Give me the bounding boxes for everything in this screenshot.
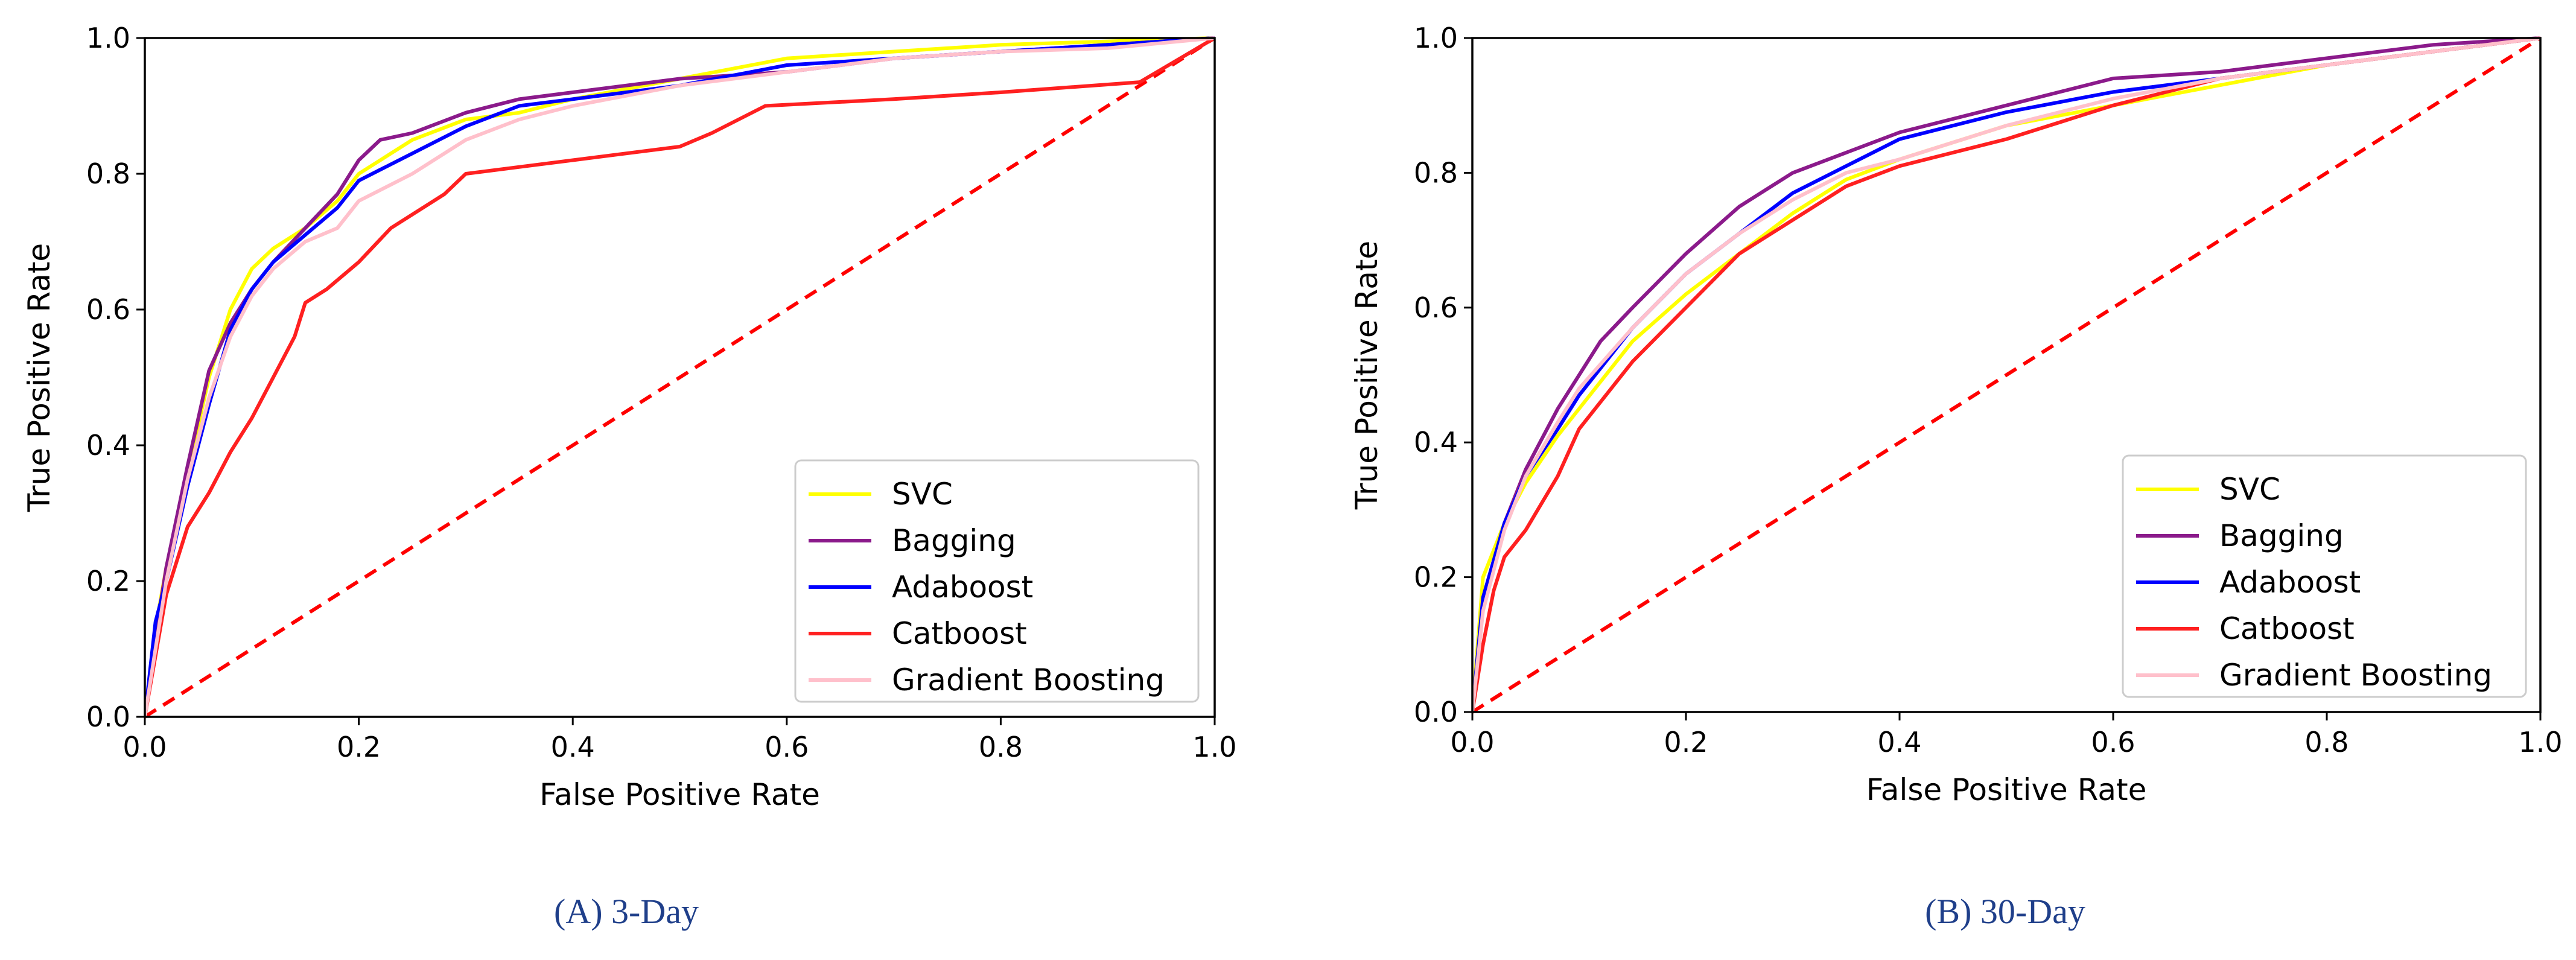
x-tick-label: 0.8 <box>979 731 1023 763</box>
x-tick-label: 0.2 <box>1664 726 1708 758</box>
legend-label-adaboost: Adaboost <box>892 570 1033 605</box>
x-tick-label: 1.0 <box>1192 731 1236 763</box>
axes-frame <box>144 37 1216 718</box>
legend-box <box>794 459 1200 703</box>
x-tick-label: 1.0 <box>2518 726 2562 758</box>
y-tick-label: 0.4 <box>1414 426 1458 459</box>
panel-30-day: 0.0 0.2 0.4 0.6 0.8 1.0 0.0 0.2 0.4 0.6 0.8 1.0 Fals… <box>1349 22 2563 931</box>
series-line-gradient-boosting <box>145 36 1215 717</box>
legend-label-catboost: Catboost <box>892 616 1027 651</box>
legend: SVC Bagging Adaboost Catboost Gradient Boost… <box>2122 454 2527 698</box>
legend-label-catboost: Catboost <box>2219 611 2355 646</box>
y-tick-label: 0.4 <box>86 429 130 462</box>
y-axis-title: True Positive Rate <box>22 243 57 512</box>
y-tick-label: 0.8 <box>1414 156 1458 189</box>
series-line-gradient-boosting <box>1472 36 2541 713</box>
x-tick-label: 0.2 <box>337 731 381 763</box>
x-tick-label: 0.4 <box>551 731 595 763</box>
y-tick-label: 0.6 <box>86 293 130 326</box>
y-tick-label: 0.0 <box>86 701 130 733</box>
x-tick-label: 0.4 <box>1877 726 1921 758</box>
y-tick-label: 0.0 <box>1414 696 1458 728</box>
chance-diagonal-line <box>145 36 1216 719</box>
y-tick-label: 1.0 <box>1414 22 1458 54</box>
y-tick-label: 0.2 <box>86 565 130 597</box>
x-axis-title: False Positive Rate <box>1866 772 2147 807</box>
panel-3-day: 0.0 0.2 0.4 0.6 0.8 1.0 0.0 0.2 0.4 0.6 0.8 1.0 Fals… <box>22 22 1237 931</box>
y-axis-title: True Positive Rate <box>1349 241 1384 510</box>
legend-label-gradient-boosting: Gradient Boosting <box>2219 658 2492 693</box>
x-tick-label: 0.0 <box>122 731 167 763</box>
y-tick-label: 0.8 <box>86 157 130 190</box>
plot-area <box>1472 36 2542 714</box>
chance-diagonal-line <box>1472 36 2542 714</box>
panel-caption: (A) 3-Day <box>554 892 699 931</box>
legend-label-bagging: Bagging <box>892 523 1016 558</box>
axes-frame <box>1471 37 2542 713</box>
legend: SVC Bagging Adaboost Catboost Gradient Boost… <box>794 459 1200 703</box>
panel-caption: (B) 30-Day <box>1925 892 2085 931</box>
y-tick-label: 1.0 <box>86 22 130 54</box>
legend-label-svc: SVC <box>2219 472 2280 507</box>
legend-box <box>2122 454 2527 698</box>
legend-label-adaboost: Adaboost <box>2219 565 2361 600</box>
legend-label-gradient-boosting: Gradient Boosting <box>892 663 1165 698</box>
x-tick-label: 0.0 <box>1450 726 1494 758</box>
x-tick-label: 0.6 <box>2091 726 2135 758</box>
x-axis-title: False Positive Rate <box>539 777 820 812</box>
legend-label-bagging: Bagging <box>2219 518 2344 553</box>
x-tick-label: 0.8 <box>2304 726 2349 758</box>
y-tick-label: 0.6 <box>1414 291 1458 324</box>
plot-area <box>145 36 1216 719</box>
legend-label-svc: SVC <box>892 477 953 512</box>
series-line-catboost <box>145 36 1216 717</box>
y-tick-label: 0.2 <box>1414 561 1458 594</box>
x-tick-label: 0.6 <box>765 731 809 763</box>
series-line-bagging <box>1472 36 2541 713</box>
